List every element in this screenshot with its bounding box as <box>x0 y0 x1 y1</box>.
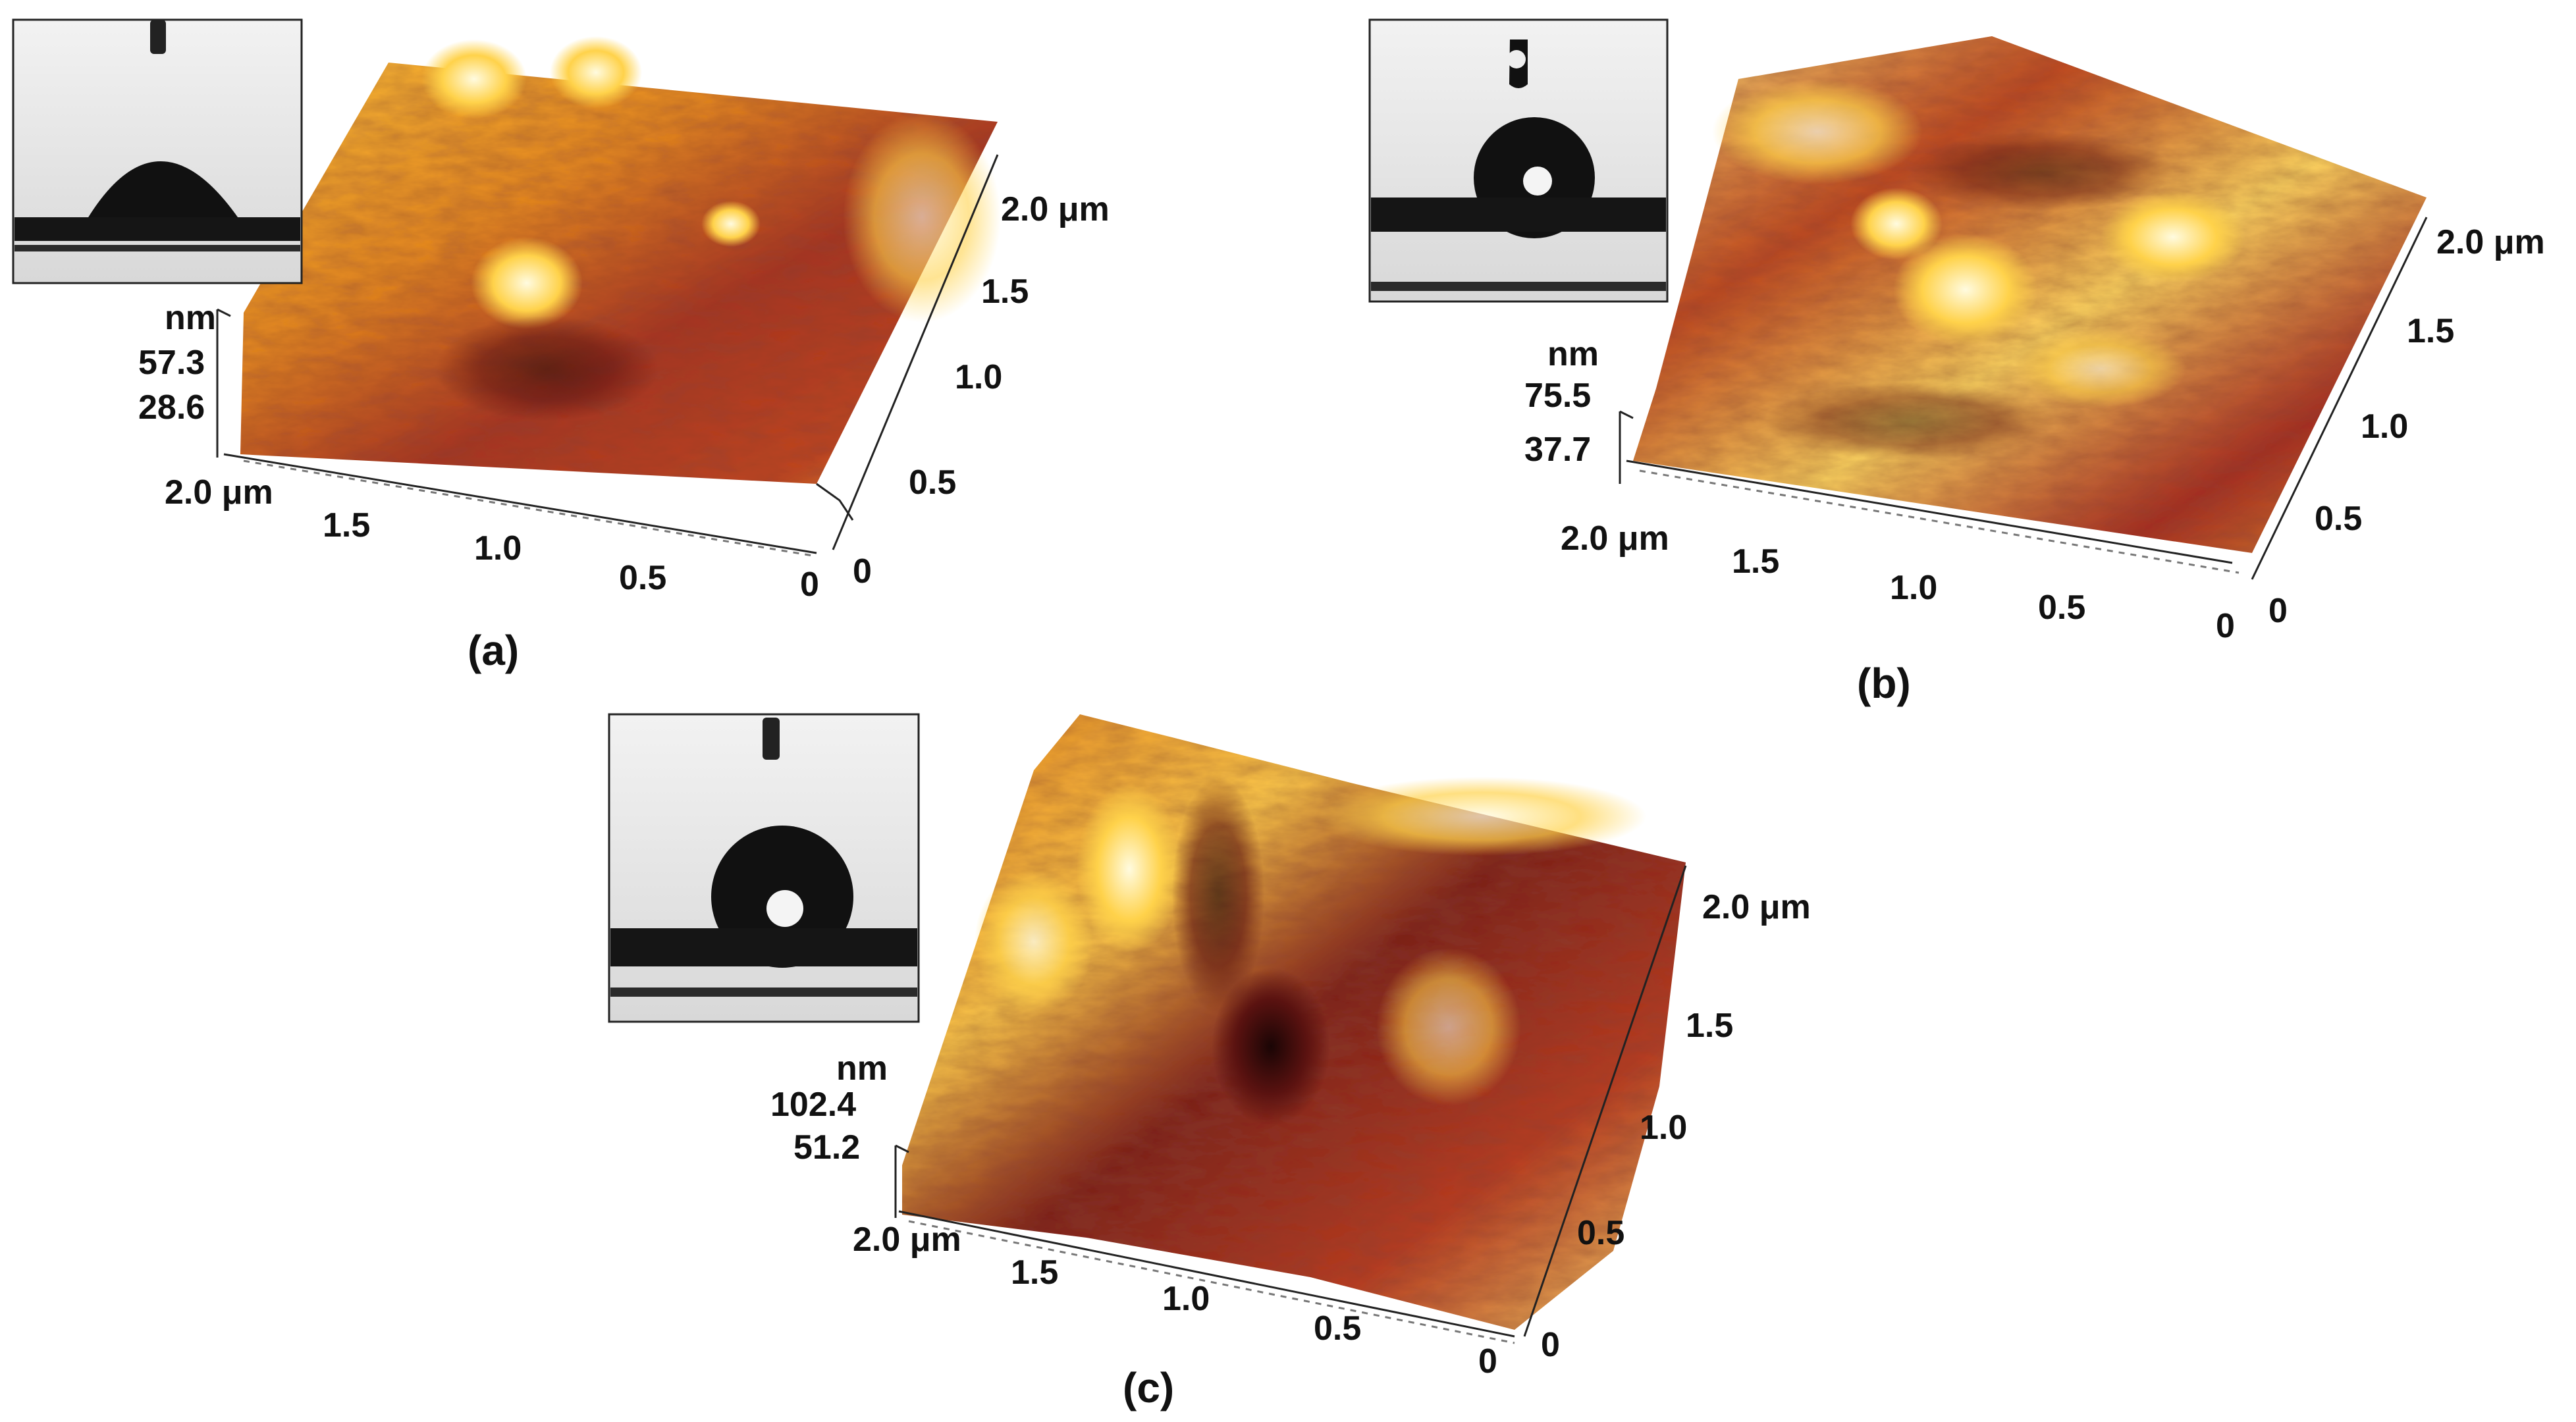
panel-label-b: (b) <box>1857 660 1911 707</box>
z-tick-b-1: 75.5 <box>1524 377 1591 415</box>
panel-b: nm 75.5 37.7 2.0 μm 1.5 1.0 0.5 0 0 0.5 … <box>1368 18 2545 707</box>
x-tick-b-1: 2.0 μm <box>1561 519 1669 558</box>
y-tick-c-3: 1.0 <box>1640 1109 1687 1147</box>
x-tick-c-5: 0 <box>1478 1342 1497 1381</box>
x-tick-a-2: 1.5 <box>323 506 370 544</box>
x-tick-c-2: 1.5 <box>1011 1253 1058 1292</box>
z-tick-a-1: 57.3 <box>138 344 205 382</box>
afm-surface-b <box>1633 36 2427 553</box>
y-tick-c-1: 0 <box>1541 1326 1560 1364</box>
droplet-inset-a <box>12 18 303 284</box>
y-tick-c-5: 2.0 μm <box>1702 888 1811 926</box>
panel-label-a: (a) <box>468 627 519 674</box>
z-unit-a: nm <box>165 299 216 337</box>
x-tick-a-5: 0 <box>800 566 819 604</box>
y-tick-b-3: 1.0 <box>2361 408 2408 446</box>
z-tick-c-2: 51.2 <box>793 1128 860 1167</box>
y-tick-a-3: 1.0 <box>955 358 1002 396</box>
droplet-inset-b <box>1368 18 1669 303</box>
panel-a: nm 57.3 28.6 2.0 μm 1.5 1.0 0.5 0 0 0.5 … <box>12 18 1110 674</box>
afm-surface-a <box>240 36 1001 484</box>
x-tick-b-5: 0 <box>2216 607 2235 645</box>
y-tick-a-5: 2.0 μm <box>1001 190 1110 228</box>
y-tick-b-5: 2.0 μm <box>2436 223 2545 261</box>
droplet-inset-c <box>608 713 920 1023</box>
y-tick-b-2: 0.5 <box>2315 500 2362 538</box>
z-tick-c-1: 102.4 <box>770 1086 856 1124</box>
y-tick-a-1: 0 <box>853 552 872 591</box>
y-tick-a-2: 0.5 <box>909 463 956 502</box>
x-tick-a-1: 2.0 μm <box>165 473 273 512</box>
panel-label-c: (c) <box>1123 1364 1174 1411</box>
x-tick-c-1: 2.0 μm <box>853 1221 961 1259</box>
y-tick-b-4: 1.5 <box>2407 312 2454 350</box>
z-tick-a-2: 28.6 <box>138 388 205 427</box>
x-tick-a-4: 0.5 <box>619 559 666 597</box>
afm-surface-c <box>902 714 1686 1330</box>
x-tick-b-3: 1.0 <box>1890 569 1937 607</box>
z-tick-b-2: 37.7 <box>1524 431 1591 469</box>
x-tick-a-3: 1.0 <box>474 529 522 567</box>
y-tick-c-2: 0.5 <box>1577 1214 1624 1252</box>
panel-c: nm 102.4 51.2 2.0 μm 1.5 1.0 0.5 0 0 0.5… <box>608 713 1811 1411</box>
z-unit-b: nm <box>1547 335 1599 373</box>
y-tick-b-1: 0 <box>2268 592 2288 630</box>
y-tick-a-4: 1.5 <box>981 273 1029 311</box>
z-unit-c: nm <box>836 1049 888 1088</box>
y-tick-c-4: 1.5 <box>1686 1007 1733 1045</box>
x-tick-c-3: 1.0 <box>1162 1280 1210 1318</box>
x-tick-b-4: 0.5 <box>2038 589 2085 627</box>
x-tick-c-4: 0.5 <box>1314 1309 1361 1348</box>
x-tick-b-2: 1.5 <box>1732 542 1779 581</box>
